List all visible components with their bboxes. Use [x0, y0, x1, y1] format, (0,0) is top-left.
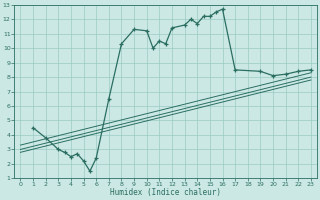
- X-axis label: Humidex (Indice chaleur): Humidex (Indice chaleur): [110, 188, 221, 197]
